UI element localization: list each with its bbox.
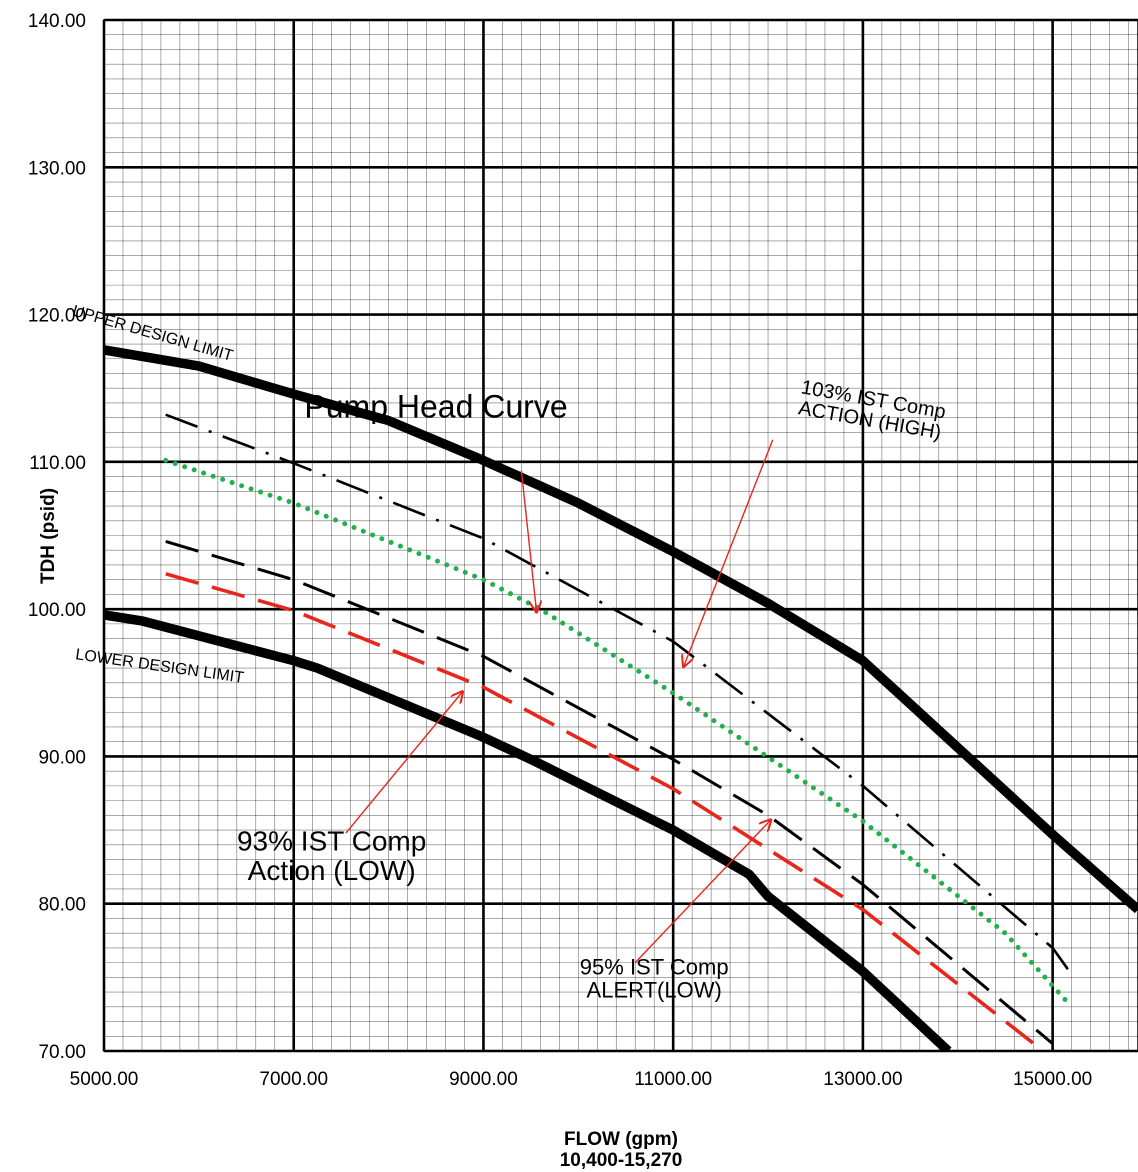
y-tick-label: 80.00 [38, 895, 86, 916]
tick-labels: 70.00 80.00 90.00 100.00 110.00 120.00 130.00 1… [28, 11, 1092, 1090]
series-line-4 [165, 572, 1045, 1051]
x-tick-label: 11000.00 [634, 1069, 712, 1090]
series-line-5 [104, 610, 952, 1051]
annotation-text-4: 93% IST Comp Action (LOW) [237, 826, 426, 886]
x-axis-label: FLOW (gpm) [564, 1129, 678, 1150]
y-tick-label: 130.00 [28, 158, 86, 179]
annotation-3: 103% IST CompACTION (HIGH) [684, 376, 948, 667]
annotation-arrow-2 [520, 470, 536, 612]
x-tick-label: 9000.00 [449, 1069, 518, 1090]
annotation-text-1: LOWER DESIGN LIMIT [74, 646, 245, 686]
y-tick-label: 90.00 [38, 747, 86, 768]
y-axis-label: TDH (psid) [38, 488, 59, 584]
annotation-text-3: 103% IST CompACTION (HIGH) [796, 376, 948, 444]
major-gridlines [102, 18, 1138, 1053]
series-line-0 [104, 345, 1138, 914]
series-line-3 [165, 539, 1054, 1045]
y-tick-label: 120.00 [28, 306, 86, 327]
series-line-1 [165, 413, 1073, 976]
annotation-line: Pump Head Curve [304, 389, 567, 425]
y-tick-label: 110.00 [29, 453, 86, 474]
annotation-text-2: Pump Head Curve [304, 389, 567, 425]
annotation-line: ALERT(LOW) [587, 978, 722, 1003]
annotation-line: LOWER DESIGN LIMIT [74, 646, 245, 686]
x-tick-label: 5000.00 [70, 1069, 139, 1090]
series-layer [104, 345, 1138, 1051]
x-tick-label: 15000.00 [1013, 1069, 1092, 1090]
x-axis-sublabel: 10,400-15,270 [560, 1150, 683, 1171]
minor-gridlines [104, 20, 1138, 1051]
annotation-line: 93% IST Comp [237, 826, 426, 857]
y-tick-label: 140.00 [28, 11, 86, 32]
annotation-1: LOWER DESIGN LIMIT [74, 646, 245, 686]
annotation-line: 95% IST Comp [580, 954, 729, 979]
annotation-arrow-4 [345, 692, 463, 834]
annotation-5: 95% IST Comp ALERT(LOW) [580, 820, 771, 1003]
annotation-line: Action (LOW) [248, 855, 416, 886]
annotation-text-5: 95% IST Comp ALERT(LOW) [580, 954, 729, 1002]
plot-frame [103, 19, 1138, 1052]
annotation-arrow-3 [684, 439, 774, 667]
annotation-4: 93% IST Comp Action (LOW) [237, 692, 463, 886]
y-tick-label: 100.00 [28, 600, 86, 621]
annotation-arrow-5 [634, 820, 771, 964]
x-tick-label: 13000.00 [823, 1069, 902, 1090]
annotation-2: Pump Head Curve [304, 389, 568, 612]
x-tick-label: 7000.00 [259, 1069, 328, 1090]
series-line-2 [163, 457, 1075, 1010]
y-tick-label: 70.00 [38, 1042, 86, 1063]
